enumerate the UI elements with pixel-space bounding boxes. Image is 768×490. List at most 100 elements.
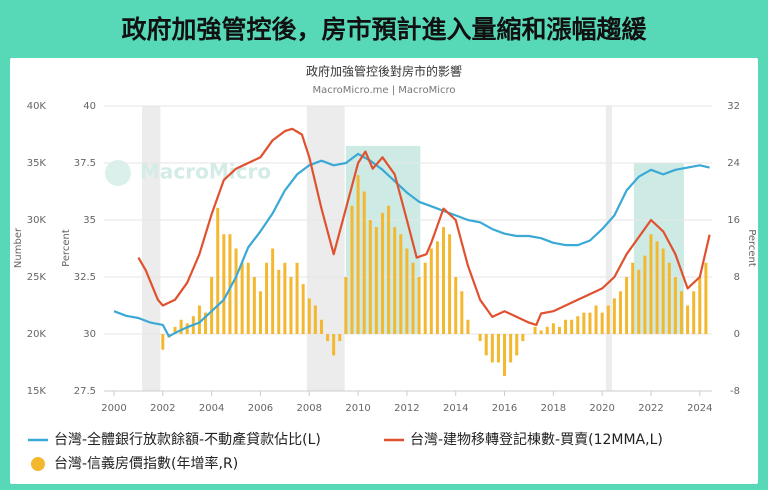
x-tick-label: 2000 bbox=[101, 403, 126, 414]
y-tick-label: 27.5 bbox=[74, 386, 96, 397]
y3-tick-label: 35K bbox=[27, 158, 47, 169]
bar bbox=[692, 291, 696, 334]
bar bbox=[326, 334, 330, 342]
bar bbox=[594, 305, 598, 334]
bar bbox=[484, 334, 488, 356]
bar bbox=[503, 334, 507, 377]
bar bbox=[490, 334, 494, 363]
x-tick-label: 2024 bbox=[687, 403, 712, 414]
bar bbox=[551, 323, 555, 334]
bar bbox=[338, 334, 342, 342]
bar bbox=[228, 234, 232, 334]
x-tick-label: 2002 bbox=[150, 403, 175, 414]
bar bbox=[545, 326, 549, 334]
bar bbox=[234, 248, 238, 334]
bar bbox=[429, 248, 433, 334]
y3-tick-label: 30K bbox=[27, 215, 47, 226]
bar bbox=[356, 175, 360, 334]
shaded-period bbox=[306, 106, 345, 391]
legend-text: 台灣-信義房價指數(年增率,R) bbox=[54, 455, 238, 472]
y2-tick-label: 0 bbox=[734, 329, 740, 340]
y3-tick-label: 15K bbox=[27, 386, 47, 397]
bar bbox=[570, 319, 574, 334]
bar bbox=[362, 191, 366, 334]
bar bbox=[435, 241, 439, 334]
bar bbox=[222, 234, 226, 334]
bar bbox=[454, 277, 458, 334]
bar bbox=[509, 334, 513, 363]
bar bbox=[631, 262, 635, 334]
bar bbox=[625, 277, 629, 334]
bar bbox=[307, 298, 311, 334]
bar bbox=[216, 207, 220, 334]
bar bbox=[460, 291, 464, 334]
bar bbox=[277, 269, 281, 334]
bar bbox=[667, 262, 671, 334]
bar bbox=[673, 277, 677, 334]
bar bbox=[344, 277, 348, 334]
bar bbox=[240, 262, 244, 334]
bar bbox=[704, 262, 708, 334]
x-tick-label: 2012 bbox=[394, 403, 419, 414]
bar bbox=[582, 312, 586, 334]
bar bbox=[679, 291, 683, 334]
bar bbox=[368, 220, 372, 334]
bar bbox=[612, 298, 616, 334]
bar bbox=[313, 305, 317, 334]
bar bbox=[197, 305, 201, 334]
x-tick-label: 2004 bbox=[199, 403, 224, 414]
x-tick-label: 2010 bbox=[345, 403, 370, 414]
bar bbox=[185, 323, 189, 334]
legend-text: 台灣-建物移轉登記棟數-買賣(12MMA,L) bbox=[410, 431, 663, 448]
chart-subtitle: MacroMicro.me | MacroMicro bbox=[313, 85, 456, 96]
bar bbox=[204, 312, 208, 334]
bar bbox=[655, 241, 659, 334]
y3-tick-label: 20K bbox=[27, 329, 47, 340]
y2-tick-label: 8 bbox=[734, 272, 740, 283]
y2-tick-label: 32 bbox=[727, 101, 740, 112]
bar bbox=[417, 277, 421, 334]
bar bbox=[252, 277, 256, 334]
x-tick-label: 2014 bbox=[443, 403, 468, 414]
bar bbox=[179, 319, 183, 334]
bar bbox=[698, 277, 702, 334]
chart-title: 政府加強管控後對房市的影響 bbox=[306, 64, 462, 79]
y2-axis-title: Percent bbox=[746, 229, 757, 267]
y2-tick-label: 16 bbox=[727, 215, 740, 226]
header-title: 政府加強管控後，房市預計進入量縮和漲幅趨緩 bbox=[121, 15, 647, 44]
bar bbox=[393, 227, 397, 334]
y-tick-label: 32.5 bbox=[74, 272, 96, 283]
y2-tick-label: -8 bbox=[730, 386, 740, 397]
y-tick-label: 40 bbox=[83, 101, 96, 112]
bar bbox=[643, 255, 647, 334]
bar bbox=[686, 305, 690, 334]
bar bbox=[246, 262, 250, 334]
bar bbox=[405, 248, 409, 334]
shaded-period bbox=[142, 106, 161, 391]
bar bbox=[350, 205, 354, 334]
watermark-logo bbox=[105, 160, 131, 186]
y-tick-label: 30 bbox=[83, 329, 96, 340]
bar bbox=[295, 262, 299, 334]
bar bbox=[600, 312, 604, 334]
y-axis-title: Percent bbox=[61, 229, 72, 267]
bar bbox=[289, 277, 293, 334]
bar bbox=[448, 234, 452, 334]
bar bbox=[515, 334, 519, 356]
bar bbox=[387, 205, 391, 334]
legend-text: 台灣-全體銀行放款餘額-不動產貸款佔比(L) bbox=[54, 431, 321, 448]
bar bbox=[161, 334, 165, 350]
bar bbox=[283, 262, 287, 334]
line bbox=[113, 152, 710, 338]
line bbox=[137, 127, 711, 326]
bar bbox=[301, 284, 305, 334]
y3-axis-title: Number bbox=[13, 227, 24, 268]
x-tick-label: 2020 bbox=[589, 403, 614, 414]
y3-tick-label: 40K bbox=[27, 101, 47, 112]
bar bbox=[399, 234, 403, 334]
x-tick-label: 2008 bbox=[297, 403, 322, 414]
y3-tick-label: 25K bbox=[27, 272, 47, 283]
bar bbox=[271, 248, 275, 334]
